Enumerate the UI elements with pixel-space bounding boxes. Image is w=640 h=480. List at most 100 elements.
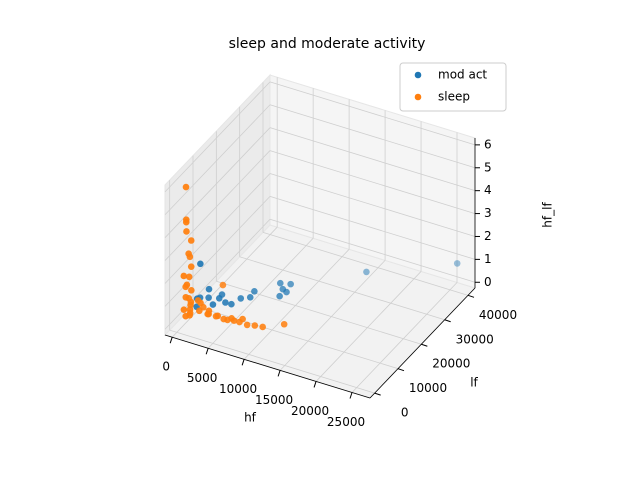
point — [182, 283, 189, 291]
grid-line — [207, 237, 314, 349]
chart-title: sleep and moderate activity — [229, 36, 426, 52]
point — [186, 253, 194, 261]
point — [453, 260, 461, 267]
point — [194, 297, 202, 304]
grid-line — [169, 329, 375, 394]
grid-line — [164, 81, 271, 193]
point — [224, 316, 231, 324]
tick-mark — [374, 392, 381, 396]
grid-line — [269, 81, 476, 146]
legend-box — [399, 62, 507, 112]
point — [276, 279, 284, 287]
point — [287, 280, 294, 288]
x-tick-label: 5000 — [187, 371, 218, 385]
point — [200, 303, 207, 311]
point — [251, 322, 259, 329]
point — [205, 310, 212, 318]
z-tick-label: 5 — [484, 160, 492, 174]
grid-line — [269, 150, 476, 214]
legend: mod act sleep — [399, 62, 507, 112]
point — [205, 294, 212, 301]
y-tick-label: 30000 — [456, 332, 494, 346]
grid-line — [269, 218, 476, 283]
point — [228, 300, 235, 308]
point — [276, 292, 283, 300]
tick-mark — [349, 392, 353, 399]
grid-line — [164, 173, 271, 284]
axis-line — [369, 287, 476, 399]
tick-mark — [241, 359, 245, 366]
grid-line — [164, 104, 271, 216]
point — [188, 286, 195, 294]
grid-line — [164, 150, 271, 261]
x-tick-label: 10000 — [219, 382, 257, 396]
point — [222, 299, 229, 306]
point — [180, 272, 188, 280]
point — [251, 288, 258, 295]
grid-line — [269, 104, 476, 169]
grid-line — [351, 282, 458, 393]
point — [215, 295, 223, 302]
point — [182, 183, 190, 191]
point — [182, 218, 190, 226]
tick-mark — [313, 381, 317, 388]
grid-line — [269, 195, 476, 260]
grid-line — [262, 231, 469, 296]
grid-line — [164, 196, 271, 307]
axes-box — [164, 73, 480, 399]
y-tick-label: 40000 — [479, 308, 517, 322]
point — [246, 294, 254, 301]
grid-line — [164, 127, 271, 238]
legend-marker — [414, 71, 422, 79]
z-tick-label: 4 — [484, 183, 492, 197]
y-tick-label: 0 — [401, 406, 409, 420]
x-tick-label: 25000 — [327, 415, 365, 429]
z-tick-label: 6 — [484, 137, 492, 151]
legend-marker — [414, 93, 422, 101]
grid-line — [243, 249, 350, 360]
x-axis-label: hf — [244, 411, 257, 425]
z-tick-label: 2 — [484, 229, 492, 243]
y-tick-label: 20000 — [432, 357, 470, 371]
tick-mark — [205, 348, 209, 355]
point — [259, 323, 266, 331]
y-tick-label: 10000 — [409, 381, 447, 395]
grid-line — [192, 305, 399, 370]
point — [214, 312, 222, 320]
grid-line — [269, 173, 476, 237]
point — [183, 228, 190, 235]
point — [283, 288, 290, 296]
tick-mark — [169, 337, 173, 344]
point — [186, 311, 193, 319]
x-tick-label: 0 — [162, 360, 170, 374]
point — [280, 320, 288, 328]
point — [230, 317, 238, 324]
tick-mark — [277, 370, 281, 377]
point — [187, 237, 195, 244]
point — [209, 301, 217, 308]
point — [237, 295, 245, 302]
tick-mark — [421, 343, 428, 347]
grid-line — [315, 271, 422, 382]
grid-line — [279, 260, 386, 371]
x-tick-label: 15000 — [255, 393, 293, 407]
z-tick-label: 3 — [484, 206, 492, 220]
series — [180, 183, 288, 331]
point — [187, 263, 195, 270]
z-tick-label: 1 — [484, 252, 492, 266]
tick-mark — [444, 319, 451, 323]
y-axis-label: lf — [470, 376, 478, 390]
z-axis-label: hf_lf — [541, 202, 555, 228]
z-tick-label: 0 — [484, 275, 492, 289]
grid-line — [171, 226, 278, 338]
point — [197, 260, 204, 268]
grid-line — [216, 280, 422, 345]
point — [243, 321, 251, 329]
point — [185, 273, 193, 281]
point — [205, 285, 213, 293]
legend-label: mod act — [438, 68, 487, 82]
point — [187, 298, 195, 306]
grid-line — [269, 127, 476, 192]
grid-line — [239, 256, 445, 321]
